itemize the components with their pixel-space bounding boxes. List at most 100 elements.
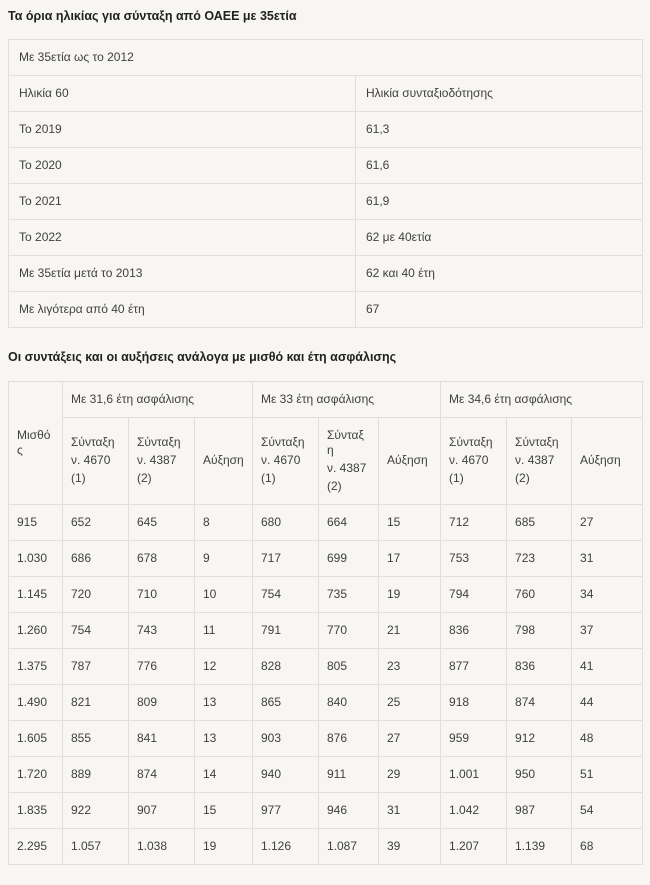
table-row: 1.835 922 907 15 977 946 31 1.042 987 54 xyxy=(8,791,644,829)
table-cell: 678 xyxy=(128,539,195,577)
table-cell: 1.720 xyxy=(8,755,63,793)
table-row: Το 2021 61,9 xyxy=(8,183,644,221)
table-cell: Με λιγότερα από 40 έτη xyxy=(8,291,356,329)
table-cell: 828 xyxy=(252,647,319,685)
table-cell: 987 xyxy=(506,791,573,829)
table-cell: 723 xyxy=(506,539,573,577)
pension-age-table: Με 35ετία ως το 2012 Ηλικία 60 Ηλικία συ… xyxy=(7,39,644,329)
table-cell: Το 2019 xyxy=(8,111,356,149)
table-cell: Το 2022 xyxy=(8,219,356,257)
table-row: Με 35ετία μετά το 2013 62 και 40 έτη xyxy=(8,255,644,293)
column-header-increase: Αύξηση xyxy=(571,416,644,505)
table-row: Το 2019 61,3 xyxy=(8,111,644,149)
column-header-pension-law-4670: Σύνταξη ν. 4670 (1) xyxy=(440,416,508,505)
table-cell: 652 xyxy=(62,503,129,541)
table-cell: 794 xyxy=(440,575,508,613)
table-cell: 61,6 xyxy=(354,147,644,185)
table-cell: 918 xyxy=(440,683,508,721)
column-header-increase: Αύξηση xyxy=(377,416,442,505)
table-cell: 2.295 xyxy=(8,827,63,865)
column-header-increase: Αύξηση xyxy=(194,416,253,505)
table-cell: 712 xyxy=(440,503,508,541)
table-cell: 9 xyxy=(194,539,253,577)
table-cell: 1.001 xyxy=(440,755,508,793)
section2-title: Οι συντάξεις και οι αυξήσεις ανάλογα με … xyxy=(8,350,397,365)
table-cell: 62 και 40 έτη xyxy=(354,255,644,293)
table-row: 1.145 720 710 10 754 735 19 794 760 34 xyxy=(8,575,644,613)
table-cell: 13 xyxy=(194,719,253,757)
table-cell: 680 xyxy=(252,503,319,541)
table-cell: 907 xyxy=(128,791,195,829)
table-cell: 836 xyxy=(440,611,508,649)
table-cell: 950 xyxy=(506,755,573,793)
table-row: 1.375 787 776 12 828 805 23 877 836 41 xyxy=(8,647,644,685)
table-cell: 37 xyxy=(571,611,644,649)
table-cell: 710 xyxy=(128,575,195,613)
table-cell: 62 με 40ετία xyxy=(354,219,644,257)
table-cell: 922 xyxy=(62,791,129,829)
table-cell: 865 xyxy=(252,683,319,721)
table-cell: 17 xyxy=(377,539,442,577)
table-cell: 15 xyxy=(194,791,253,829)
table-cell: Το 2021 xyxy=(8,183,356,221)
column-header-age: Ηλικία 60 xyxy=(8,75,356,113)
table-cell: 874 xyxy=(506,683,573,721)
table-cell: 10 xyxy=(194,575,253,613)
table-cell: 754 xyxy=(62,611,129,649)
table-cell: 1.835 xyxy=(8,791,63,829)
column-header-retirement-age: Ηλικία συνταξιοδότησης xyxy=(354,75,644,113)
table-row: 1.605 855 841 13 903 876 27 959 912 48 xyxy=(8,719,644,757)
table-cell: 770 xyxy=(318,611,379,649)
table-cell: 39 xyxy=(377,827,442,865)
table-cell: 686 xyxy=(62,539,129,577)
table-cell: 798 xyxy=(506,611,573,649)
table-cell: 855 xyxy=(62,719,129,757)
table-cell: 915 xyxy=(8,503,63,541)
column-header-salary: Μισθός xyxy=(8,380,63,505)
span-header-cell: Με 35ετία ως το 2012 xyxy=(7,39,644,77)
column-header-pension-law-4670: Σύνταξη ν. 4670 (1) xyxy=(62,416,129,505)
table-cell: 664 xyxy=(318,503,379,541)
table-cell: 699 xyxy=(318,539,379,577)
table-cell: 743 xyxy=(128,611,195,649)
table-cell: 1.038 xyxy=(128,827,195,865)
table-cell: 27 xyxy=(377,719,442,757)
table-cell: 959 xyxy=(440,719,508,757)
table-cell: 821 xyxy=(62,683,129,721)
table-cell: 48 xyxy=(571,719,644,757)
table-cell: 34 xyxy=(571,575,644,613)
table-cell: 911 xyxy=(318,755,379,793)
sub-header-row: Σύνταξη ν. 4670 (1) Σύνταξη ν. 4387 (2) … xyxy=(9,416,644,505)
table-cell: 1.042 xyxy=(440,791,508,829)
table-cell: 1.057 xyxy=(62,827,129,865)
table-cell: 29 xyxy=(377,755,442,793)
table-cell: 21 xyxy=(377,611,442,649)
table-row: Το 2020 61,6 xyxy=(8,147,644,185)
column-header-pension-law-4387: Σύνταξη ν. 4387 (2) xyxy=(506,416,573,505)
table-cell: 23 xyxy=(377,647,442,685)
section1-title: Τα όρια ηλικίας για σύνταξη από ΟΑΕΕ με … xyxy=(8,9,297,23)
table-cell: 717 xyxy=(252,539,319,577)
table-cell: 8 xyxy=(194,503,253,541)
table-cell: 61,9 xyxy=(354,183,644,221)
table-cell: 67 xyxy=(354,291,644,329)
table-cell: 876 xyxy=(318,719,379,757)
table-cell: 940 xyxy=(252,755,319,793)
table-cell: 841 xyxy=(128,719,195,757)
table-cell: 840 xyxy=(318,683,379,721)
table-cell: 787 xyxy=(62,647,129,685)
table-cell: 25 xyxy=(377,683,442,721)
table-cell: 1.375 xyxy=(8,647,63,685)
table-row: 915 652 645 8 680 664 15 712 685 27 xyxy=(8,503,644,541)
table-cell: 776 xyxy=(128,647,195,685)
table-cell: 61,3 xyxy=(354,111,644,149)
table-cell: 54 xyxy=(571,791,644,829)
table-row: 1.720 889 874 14 940 911 29 1.001 950 51 xyxy=(8,755,644,793)
table-cell: 805 xyxy=(318,647,379,685)
table-row: 1.030 686 678 9 717 699 17 753 723 31 xyxy=(8,539,644,577)
table-cell: Με 35ετία μετά το 2013 xyxy=(8,255,356,293)
table-cell: 1.139 xyxy=(506,827,573,865)
table-cell: 760 xyxy=(506,575,573,613)
table-cell: 19 xyxy=(194,827,253,865)
